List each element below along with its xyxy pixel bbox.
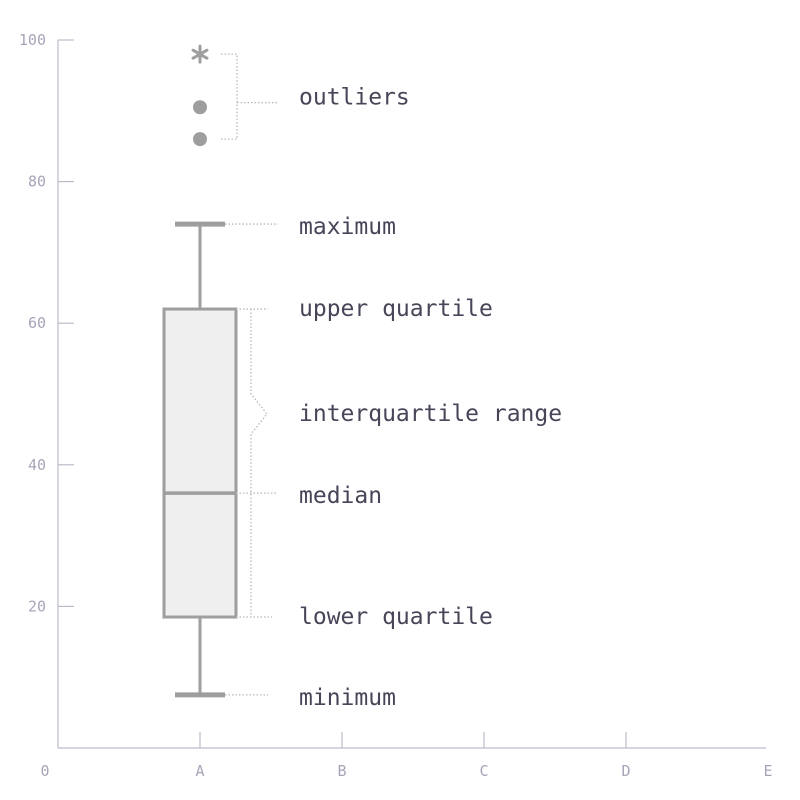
outliers-label: outliers [299,85,410,111]
outlier-dot [193,100,207,115]
x-origin-label: 0 [40,762,49,780]
y-tick-label: 40 [28,456,46,474]
x-tick-label: B [337,762,346,780]
x-tick-label: E [763,762,772,780]
x-tick-label: A [195,762,204,780]
minimum-label: minimum [299,685,396,711]
box-plot-marks [162,44,238,698]
axes: 20 40 60 80 100 0 A B C D E [19,31,773,780]
interquartile-range-brace [250,309,268,618]
y-tick-label: 80 [28,173,46,191]
annotations: outliers maximum upper quartile interquarti… [221,53,562,711]
y-tick-label: 100 [19,31,46,49]
outliers-bracket [221,53,278,140]
asterisk-stroke [191,48,209,60]
upper-quartile-label: upper quartile [299,296,493,322]
outlier-dot [193,132,207,147]
interquartile-range-label: interquartile range [299,401,562,427]
median-label: median [299,483,382,509]
x-tick-label: D [621,762,630,780]
maximum-label: maximum [299,214,396,240]
lower-quartile-label: lower quartile [299,604,493,630]
x-tick-label: C [479,762,488,780]
y-tick-label: 20 [28,597,46,615]
interquartile-box [162,307,238,619]
y-tick-label: 60 [28,314,46,332]
outlier-asterisk [191,44,209,64]
